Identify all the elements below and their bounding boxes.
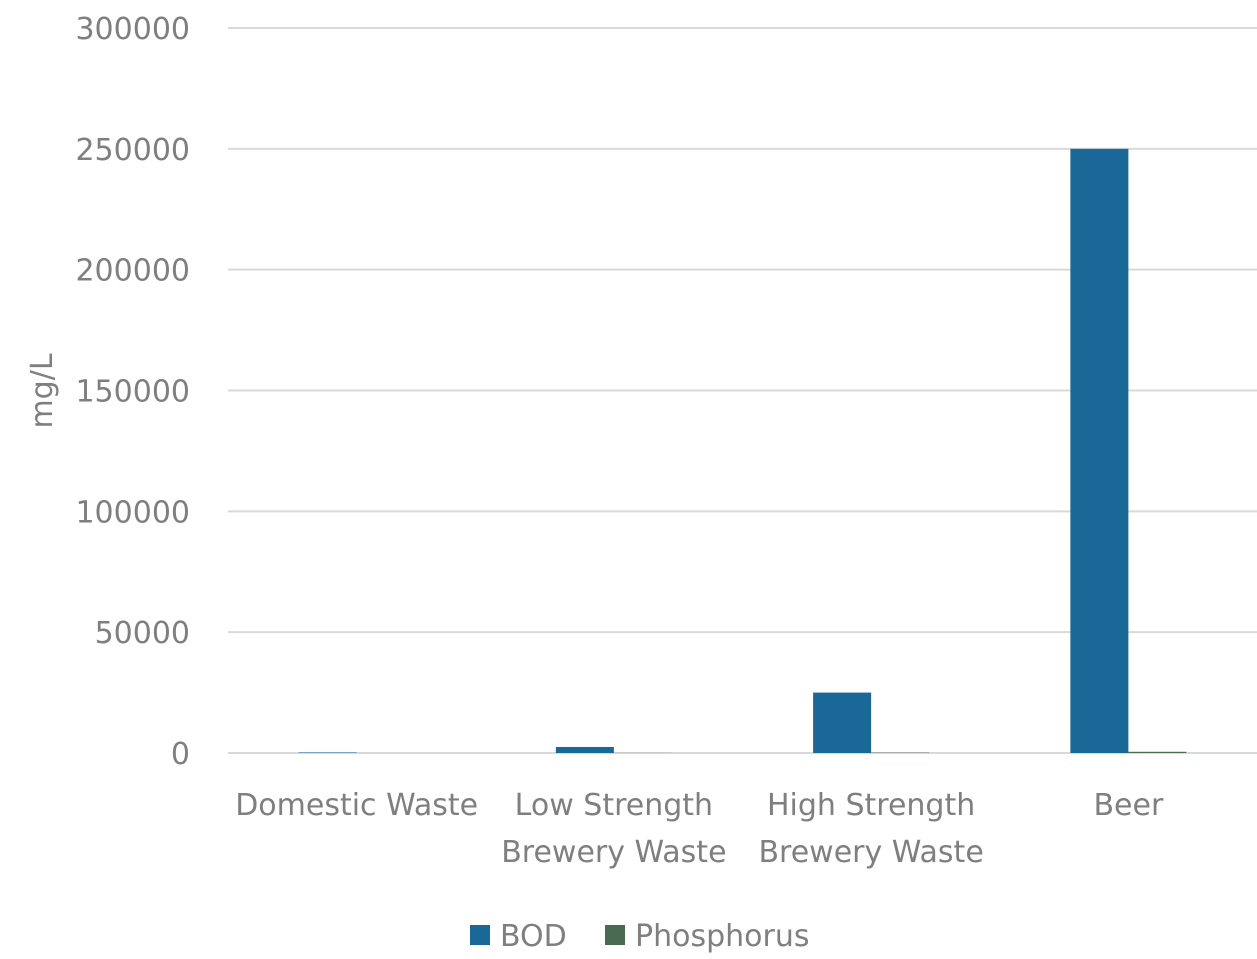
y-tick-label: 100000 xyxy=(75,495,190,530)
legend-swatch xyxy=(605,925,625,945)
y-tick-label: 200000 xyxy=(75,254,190,289)
legend-item: Phosphorus xyxy=(605,919,809,954)
x-tick-label-line: Beer xyxy=(1093,788,1163,823)
x-tick-label: Beer xyxy=(1093,788,1163,823)
y-axis-ticks: 0 50000 100000 150000 200000 250000 300000 xyxy=(75,12,190,772)
x-tick-label-line: Brewery Waste xyxy=(501,835,726,870)
y-axis-label: mg/L xyxy=(25,353,60,428)
y-tick-label: 250000 xyxy=(75,133,190,168)
bar-phosphorus xyxy=(1128,752,1186,753)
legend-label: BOD xyxy=(500,919,567,954)
y-tick-label: 300000 xyxy=(75,12,190,47)
bars xyxy=(299,149,1187,753)
x-tick-label: High Strength Brewery Waste xyxy=(758,788,983,870)
y-tick-label: 150000 xyxy=(75,375,190,410)
x-tick-label-line: Brewery Waste xyxy=(758,835,983,870)
y-tick-label: 50000 xyxy=(95,616,190,651)
legend-item: BOD xyxy=(470,919,567,954)
x-tick-label: Domestic Waste xyxy=(235,788,478,823)
x-tick-label-line: High Strength xyxy=(767,788,975,823)
x-tick-label-line: Domestic Waste xyxy=(235,788,478,823)
x-tick-label-line: Low Strength xyxy=(515,788,713,823)
legend-swatch xyxy=(470,925,490,945)
legend-label: Phosphorus xyxy=(635,919,809,954)
x-tick-label: Low Strength Brewery Waste xyxy=(501,788,726,870)
bar-bod xyxy=(556,747,614,753)
y-tick-label: 0 xyxy=(171,737,190,772)
legend: BOD Phosphorus xyxy=(470,919,809,954)
bar-bod xyxy=(813,693,871,753)
bar-bod xyxy=(1070,149,1128,753)
